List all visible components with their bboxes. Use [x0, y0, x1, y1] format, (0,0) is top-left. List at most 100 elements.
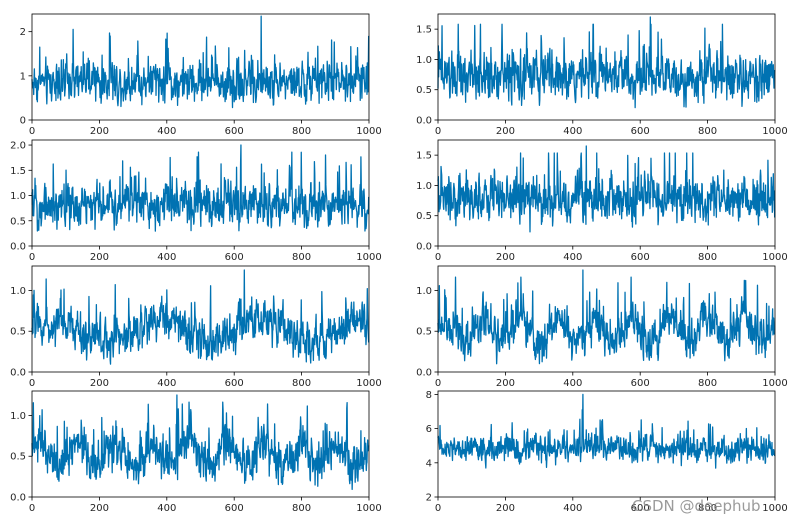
y-tick-label: 0.0 — [10, 368, 26, 379]
x-tick-label: 800 — [292, 126, 311, 137]
x-tick-label: 0 — [29, 126, 35, 137]
y-tick-label: 1.0 — [10, 286, 26, 297]
axes-frame — [437, 139, 776, 247]
x-tick-label: 1000 — [356, 126, 381, 137]
y-tick-label: 6 — [426, 424, 432, 435]
x-tick-label: 600 — [631, 378, 650, 389]
x-tick-label: 0 — [29, 252, 35, 263]
x-tick-label: 1000 — [762, 503, 787, 514]
x-tick-label: 800 — [698, 126, 717, 137]
x-tick-label: 200 — [496, 503, 515, 514]
subplot-r3-c2: 0 200 400 600 800 1000 0.0 0.5 1.0 — [416, 265, 788, 389]
x-tick-label: 0 — [435, 503, 441, 514]
y-tick-label: 0.5 — [416, 85, 432, 96]
axes-frame — [31, 139, 370, 247]
x-tick-label: 800 — [698, 503, 717, 514]
y-tick-label: 1.0 — [10, 411, 26, 422]
series-line — [31, 269, 370, 365]
y-tick-label: 1.5 — [416, 25, 432, 36]
x-tick-label: 600 — [631, 503, 650, 514]
y-tick-label: 2.0 — [10, 141, 26, 152]
y-tick-label: 0.5 — [416, 327, 432, 338]
y-tick-label: 0.5 — [10, 327, 26, 338]
series-line — [31, 144, 370, 232]
subplot-r3-c1: 0 200 400 600 800 1000 0.0 0.5 1.0 — [10, 265, 382, 389]
y-tick-label: 1.5 — [10, 166, 26, 177]
y-tick-label: 1.0 — [416, 55, 432, 66]
axes-frame — [31, 13, 370, 121]
x-tick-label: 1000 — [356, 503, 381, 514]
x-tick-label: 200 — [496, 378, 515, 389]
x-tick-label: 800 — [698, 378, 717, 389]
x-tick-label: 1000 — [762, 378, 787, 389]
x-tick-label: 600 — [225, 252, 244, 263]
y-tick-label: 2 — [426, 493, 432, 504]
y-tick-label: 1.0 — [416, 181, 432, 192]
x-tick-label: 0 — [435, 252, 441, 263]
y-tick-label: 0.0 — [10, 242, 26, 253]
x-tick-label: 200 — [90, 126, 109, 137]
axes-frame — [437, 390, 776, 498]
axes-frame — [31, 265, 370, 373]
x-tick-label: 0 — [29, 378, 35, 389]
x-tick-label: 600 — [225, 503, 244, 514]
series-line — [31, 15, 370, 109]
y-tick-label: 1.0 — [10, 191, 26, 202]
x-tick-label: 200 — [90, 252, 109, 263]
y-tick-label: 0.5 — [416, 211, 432, 222]
x-tick-label: 1000 — [762, 252, 787, 263]
series-line — [437, 16, 776, 109]
subplot-r4-c2: 0 200 400 600 800 1000 2 4 6 8 — [426, 390, 788, 514]
x-tick-label: 400 — [157, 503, 176, 514]
x-tick-label: 600 — [225, 126, 244, 137]
x-tick-label: 0 — [435, 126, 441, 137]
x-tick-label: 800 — [292, 378, 311, 389]
y-tick-label: 0 — [20, 116, 26, 127]
x-tick-label: 400 — [563, 503, 582, 514]
x-tick-label: 1000 — [356, 252, 381, 263]
subplot-r4-c1: 0 200 400 600 800 1000 0.0 0.5 1.0 — [10, 390, 382, 514]
x-tick-label: 400 — [563, 252, 582, 263]
series-line — [437, 269, 776, 365]
series-line — [437, 393, 776, 469]
y-tick-label: 1.0 — [416, 286, 432, 297]
x-tick-label: 1000 — [356, 378, 381, 389]
x-tick-label: 400 — [157, 378, 176, 389]
y-tick-label: 4 — [426, 458, 432, 469]
series-line — [31, 394, 370, 491]
subplot-r1-c2: 0 200 400 600 800 1000 0.0 0.5 1.0 1.5 — [416, 13, 788, 137]
x-tick-label: 600 — [631, 126, 650, 137]
axes-frame — [31, 390, 370, 498]
subplot-r1-c1: 0 200 400 600 800 1000 0 1 2 — [20, 13, 382, 137]
x-tick-label: 600 — [631, 252, 650, 263]
y-tick-label: 0.0 — [10, 493, 26, 504]
x-tick-label: 400 — [563, 378, 582, 389]
x-tick-label: 200 — [90, 378, 109, 389]
x-tick-label: 400 — [157, 126, 176, 137]
x-tick-label: 600 — [225, 378, 244, 389]
x-tick-label: 400 — [157, 252, 176, 263]
x-tick-label: 200 — [90, 503, 109, 514]
axes-frame — [437, 13, 776, 121]
x-tick-label: 400 — [563, 126, 582, 137]
y-tick-label: 8 — [426, 390, 432, 401]
y-tick-label: 1 — [20, 71, 26, 82]
x-tick-label: 1000 — [762, 126, 787, 137]
x-tick-label: 200 — [496, 126, 515, 137]
subplot-r2-c2: 0 200 400 600 800 1000 0.0 0.5 1.0 1.5 — [416, 139, 788, 263]
series-line — [437, 145, 776, 233]
y-tick-label: 1.5 — [416, 151, 432, 162]
y-tick-label: 0.0 — [416, 242, 432, 253]
y-tick-label: 0.0 — [416, 368, 432, 379]
x-tick-label: 0 — [435, 378, 441, 389]
x-tick-label: 0 — [29, 503, 35, 514]
x-tick-label: 200 — [496, 252, 515, 263]
x-tick-label: 800 — [292, 252, 311, 263]
watermark: CSDN @deephub — [632, 497, 761, 515]
subplot-r2-c1: 0 200 400 600 800 1000 0.0 0.5 1.0 1.5 2.0 — [10, 139, 382, 263]
x-tick-label: 800 — [698, 252, 717, 263]
axes-frame — [437, 265, 776, 373]
y-tick-label: 0.5 — [10, 216, 26, 227]
x-tick-label: 800 — [292, 503, 311, 514]
